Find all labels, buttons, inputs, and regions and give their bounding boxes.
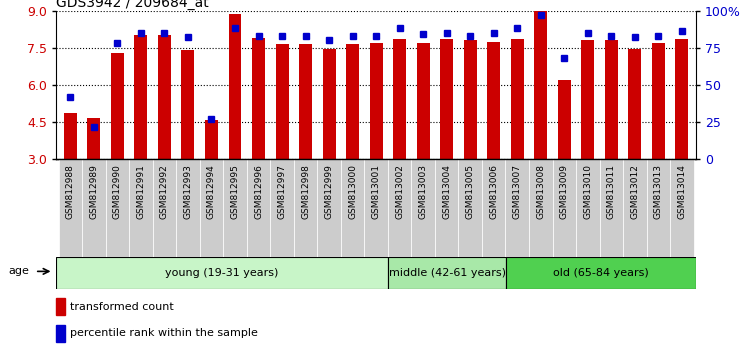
Text: age: age bbox=[8, 266, 29, 276]
Bar bbox=[628, 49, 641, 159]
Text: old (65-84 years): old (65-84 years) bbox=[554, 268, 649, 278]
Bar bbox=[482, 159, 506, 257]
Bar bbox=[393, 39, 406, 159]
Bar bbox=[417, 43, 430, 159]
Bar bbox=[388, 159, 412, 257]
Bar bbox=[534, 11, 548, 159]
Bar bbox=[200, 159, 223, 257]
Text: GSM813013: GSM813013 bbox=[654, 164, 663, 219]
Text: GSM812989: GSM812989 bbox=[89, 164, 98, 219]
Bar bbox=[229, 15, 242, 159]
Text: GSM813012: GSM813012 bbox=[630, 164, 639, 219]
Bar bbox=[252, 38, 265, 159]
Text: transformed count: transformed count bbox=[70, 302, 173, 312]
Text: GSM813003: GSM813003 bbox=[419, 164, 428, 219]
Bar bbox=[322, 49, 335, 159]
Bar bbox=[88, 118, 100, 159]
Bar bbox=[581, 40, 594, 159]
Bar bbox=[576, 159, 599, 257]
Text: GSM813002: GSM813002 bbox=[395, 164, 404, 219]
Bar bbox=[176, 159, 200, 257]
Bar bbox=[646, 159, 670, 257]
Bar bbox=[270, 159, 294, 257]
Bar bbox=[458, 159, 482, 257]
Bar bbox=[558, 80, 571, 159]
Bar bbox=[275, 44, 289, 159]
Text: GSM813009: GSM813009 bbox=[560, 164, 568, 219]
Bar bbox=[340, 159, 364, 257]
Text: GSM813001: GSM813001 bbox=[371, 164, 380, 219]
Bar bbox=[623, 159, 646, 257]
Bar bbox=[82, 159, 106, 257]
Bar bbox=[440, 39, 453, 159]
Text: GSM812999: GSM812999 bbox=[325, 164, 334, 219]
Bar bbox=[529, 159, 553, 257]
Text: young (19-31 years): young (19-31 years) bbox=[166, 268, 279, 278]
Text: GSM812991: GSM812991 bbox=[136, 164, 146, 219]
Bar bbox=[346, 44, 359, 159]
Bar bbox=[134, 35, 148, 159]
Text: GSM813008: GSM813008 bbox=[536, 164, 545, 219]
Bar bbox=[511, 39, 524, 159]
Bar bbox=[506, 159, 529, 257]
Text: GSM812988: GSM812988 bbox=[66, 164, 75, 219]
Bar bbox=[676, 39, 688, 159]
Text: GSM813006: GSM813006 bbox=[489, 164, 498, 219]
Bar bbox=[670, 159, 694, 257]
Text: GDS3942 / 209684_at: GDS3942 / 209684_at bbox=[56, 0, 209, 10]
Bar bbox=[604, 40, 618, 159]
Bar bbox=[205, 120, 218, 159]
Bar bbox=[111, 53, 124, 159]
Bar bbox=[58, 159, 82, 257]
Text: percentile rank within the sample: percentile rank within the sample bbox=[70, 328, 257, 338]
Bar bbox=[412, 159, 435, 257]
Bar bbox=[153, 159, 176, 257]
Text: GSM812994: GSM812994 bbox=[207, 164, 216, 219]
Text: GSM813011: GSM813011 bbox=[607, 164, 616, 219]
Bar bbox=[435, 159, 458, 257]
Text: GSM813007: GSM813007 bbox=[513, 164, 522, 219]
Text: GSM812993: GSM812993 bbox=[184, 164, 193, 219]
Bar bbox=[599, 159, 623, 257]
Text: GSM812995: GSM812995 bbox=[230, 164, 239, 219]
Text: GSM812998: GSM812998 bbox=[301, 164, 310, 219]
Bar bbox=[317, 159, 340, 257]
Bar bbox=[247, 159, 270, 257]
Bar bbox=[652, 43, 664, 159]
Text: GSM813000: GSM813000 bbox=[348, 164, 357, 219]
Bar bbox=[488, 42, 500, 159]
Text: GSM812996: GSM812996 bbox=[254, 164, 263, 219]
Text: GSM812990: GSM812990 bbox=[113, 164, 122, 219]
Text: GSM813014: GSM813014 bbox=[677, 164, 686, 219]
Bar bbox=[388, 257, 506, 289]
Bar bbox=[224, 159, 247, 257]
Bar bbox=[364, 159, 388, 257]
Text: GSM813005: GSM813005 bbox=[466, 164, 475, 219]
Text: GSM812997: GSM812997 bbox=[278, 164, 286, 219]
Bar bbox=[464, 40, 477, 159]
Text: GSM813004: GSM813004 bbox=[442, 164, 452, 219]
Bar bbox=[106, 159, 129, 257]
Bar bbox=[299, 44, 312, 159]
Bar bbox=[158, 35, 171, 159]
Text: GSM812992: GSM812992 bbox=[160, 164, 169, 219]
Bar bbox=[506, 257, 696, 289]
Bar bbox=[370, 43, 382, 159]
Bar bbox=[182, 50, 194, 159]
Text: middle (42-61 years): middle (42-61 years) bbox=[388, 268, 506, 278]
Bar bbox=[56, 257, 388, 289]
Bar bbox=[56, 325, 64, 342]
Bar bbox=[553, 159, 576, 257]
Bar bbox=[56, 298, 64, 315]
Bar bbox=[129, 159, 153, 257]
Text: GSM813010: GSM813010 bbox=[584, 164, 592, 219]
Bar bbox=[294, 159, 317, 257]
Bar bbox=[64, 114, 76, 159]
